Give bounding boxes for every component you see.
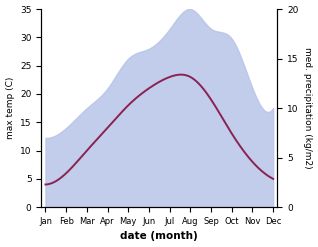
X-axis label: date (month): date (month) [121,231,198,242]
Y-axis label: med. precipitation (kg/m2): med. precipitation (kg/m2) [303,47,313,169]
Y-axis label: max temp (C): max temp (C) [5,77,15,139]
